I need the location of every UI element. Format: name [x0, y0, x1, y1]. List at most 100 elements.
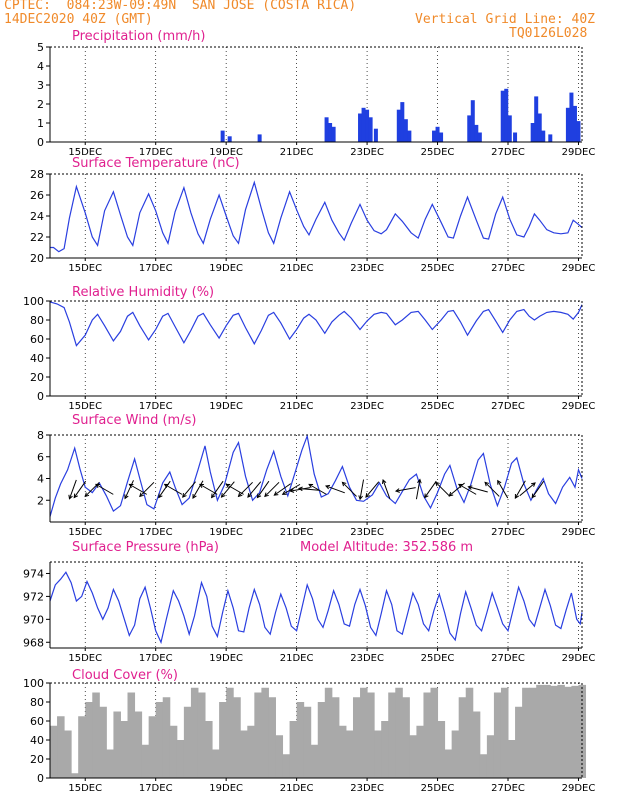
- precip-bar: [365, 109, 370, 142]
- precip-bar: [513, 132, 518, 142]
- x-tick-label: 23DEC: [350, 401, 384, 412]
- wind-arrow-head: [124, 494, 129, 500]
- wind-arrow-shaft: [382, 479, 391, 499]
- wind-arrow-head: [448, 491, 454, 497]
- panel-subtitle: Model Altitude: 352.586 m: [300, 540, 473, 555]
- y-tick-label: 4: [37, 60, 44, 73]
- precip-bar: [537, 113, 542, 142]
- precip-bar: [373, 128, 378, 142]
- wind-arrow-head: [163, 483, 169, 489]
- x-tick-label: 25DEC: [421, 527, 455, 538]
- panel-title: Surface Temperature (nC): [72, 156, 240, 171]
- series-line: [49, 433, 583, 517]
- precip-bar: [227, 136, 232, 142]
- precip-bar: [474, 124, 479, 142]
- cloud-bar: [99, 706, 107, 778]
- wind-arrow-shaft: [424, 480, 437, 498]
- y-tick-label: 60: [30, 333, 44, 346]
- x-tick-label: 17DEC: [139, 527, 173, 538]
- wind-arrow: [192, 480, 204, 499]
- wind-arrow: [73, 480, 87, 499]
- cloud-bar: [423, 692, 432, 778]
- x-tick-label: 21DEC: [280, 783, 314, 794]
- x-tick-label: 29DEC: [562, 527, 596, 538]
- wind-arrow: [163, 483, 183, 495]
- wind-arrow: [435, 481, 451, 497]
- panel-1: Precipitation (mm/h) 0 1 2 3 4 5 15DEC 17DEC 19DE…: [37, 29, 595, 158]
- cloud-bar: [141, 744, 150, 778]
- wind-arrow-shaft: [435, 481, 451, 497]
- x-tick-label: 15DEC: [68, 401, 102, 412]
- cloud-bar: [571, 685, 579, 778]
- wind-arrow-shaft: [325, 485, 345, 494]
- wind-arrow: [68, 479, 77, 500]
- wind-arrow-shaft: [458, 483, 477, 495]
- panel-3: Relative Humidity (%) 0 20 40 60 80 100 15DEC 17…: [23, 285, 595, 412]
- wind-arrow: [467, 485, 488, 493]
- wind-arrow: [182, 481, 196, 498]
- wind-arrow: [128, 483, 147, 495]
- wind-arrow-head: [256, 493, 262, 499]
- wind-arrow-head: [341, 481, 347, 487]
- y-tick-label: 970: [23, 613, 44, 626]
- wind-arrow-shaft: [182, 481, 196, 498]
- y-tick-label: 40: [30, 352, 44, 365]
- wind-arrow-shaft: [484, 481, 500, 497]
- wind-arrow-head: [365, 493, 370, 498]
- wind-arrow: [256, 480, 270, 499]
- cloud-bar: [416, 725, 424, 778]
- cloud-bar: [444, 749, 453, 778]
- y-tick-label: 8: [37, 429, 44, 442]
- wind-arrow-head: [95, 483, 100, 489]
- y-tick-label: 5: [37, 41, 44, 54]
- precip-bar: [435, 126, 440, 142]
- x-tick-label: 25DEC: [421, 263, 455, 274]
- x-tick-label: 23DEC: [350, 783, 384, 794]
- wind-arrow-shaft: [257, 480, 270, 498]
- wind-arrow-shaft: [448, 482, 465, 497]
- wind-arrow-head: [220, 493, 226, 498]
- x-tick-label: 19DEC: [209, 147, 243, 158]
- wind-arrow-head: [139, 492, 144, 498]
- cloud-bar: [564, 686, 572, 778]
- cloud-bar: [226, 687, 234, 778]
- y-tick-label: 28: [30, 168, 44, 181]
- cloud-bar: [352, 697, 361, 778]
- panel-5: Surface Pressure (hPa) Model Altitude: 35…: [23, 540, 595, 664]
- wind-arrow: [281, 483, 301, 495]
- wind-arrow-shaft: [192, 480, 204, 499]
- y-tick-label: 100: [23, 295, 44, 308]
- precip-bar: [541, 130, 546, 142]
- cloud-bar: [57, 716, 65, 778]
- y-tick-label: 974: [23, 567, 44, 580]
- wind-arrow-shaft: [298, 488, 319, 491]
- precip-bar: [569, 92, 574, 142]
- y-tick-label: 0: [37, 772, 44, 785]
- x-tick-label: 23DEC: [350, 263, 384, 274]
- cloud-bar: [536, 684, 544, 778]
- wind-arrow-head: [424, 493, 429, 499]
- wind-arrow: [394, 487, 416, 493]
- precip-bar: [331, 126, 336, 142]
- wind-arrow: [225, 483, 244, 495]
- precip-bar: [467, 115, 472, 142]
- cloud-bar: [374, 730, 382, 778]
- precip-bar: [328, 123, 333, 142]
- precip-bar: [576, 121, 581, 142]
- panel-4: Surface Wind (m/s) 2 4 6 8 15DEC 17DEC 19DEC 21D…: [37, 413, 595, 538]
- cloud-bar: [388, 692, 396, 778]
- wind-arrow-head: [68, 494, 73, 500]
- cloud-bar: [233, 697, 241, 778]
- wind-arrow-head: [358, 495, 363, 501]
- series-line: [50, 180, 583, 253]
- cloud-bar: [486, 735, 495, 778]
- cloud-bar: [522, 687, 530, 778]
- precip-bar: [400, 102, 405, 142]
- x-tick-label: 27DEC: [491, 783, 525, 794]
- precip-bar: [500, 90, 505, 142]
- wind-arrow-shaft: [199, 483, 218, 495]
- y-tick-label: 0: [37, 390, 44, 403]
- cloud-bar: [479, 754, 488, 778]
- precip-bar: [504, 88, 509, 142]
- wind-arrow-shaft: [221, 481, 235, 498]
